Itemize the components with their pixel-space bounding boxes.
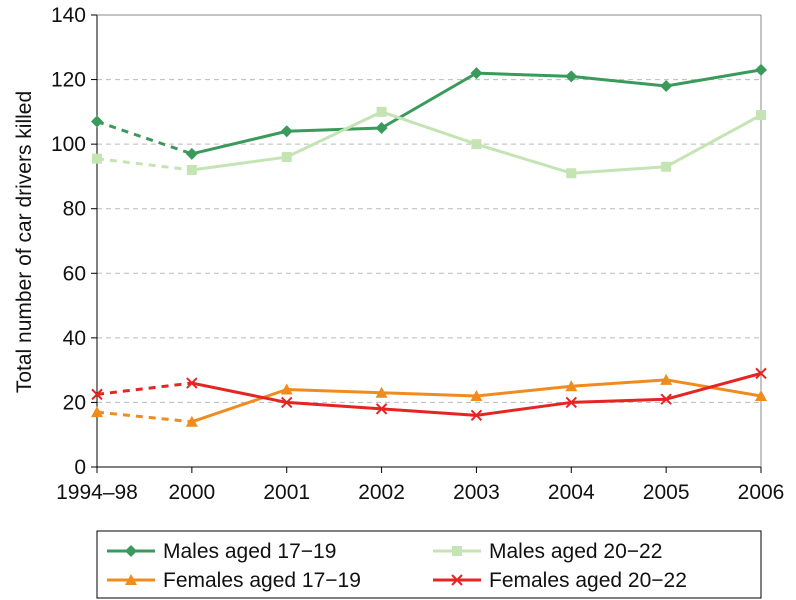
y-tick-label: 40 (63, 327, 86, 350)
y-tick-label: 60 (63, 262, 86, 285)
data-point (755, 63, 767, 76)
data-point (186, 164, 197, 175)
series-4 (91, 367, 767, 422)
legend-marker (451, 574, 463, 586)
data-point (660, 393, 672, 405)
legend-item-4: Females aged 20−22 (433, 569, 687, 592)
x-marker-stroke (91, 388, 103, 401)
data-point (281, 396, 293, 409)
axes (96, 14, 762, 468)
data-point (470, 67, 483, 80)
data-point (565, 70, 578, 83)
data-point (375, 122, 388, 134)
data-point (281, 152, 292, 163)
x-tick-label: 1994–98 (56, 481, 138, 504)
data-point (375, 386, 388, 398)
legend-label: Males aged 17−19 (163, 540, 336, 563)
data-point (660, 80, 673, 93)
data-point (92, 153, 102, 164)
x-tick-label: 2000 (168, 481, 215, 504)
data-point (91, 388, 103, 401)
data-point (186, 377, 198, 389)
series-line-dashed (96, 120, 193, 156)
data-point (565, 396, 577, 409)
data-point (661, 161, 672, 172)
x-marker-stroke (375, 403, 388, 415)
legend-marker (452, 546, 462, 556)
x-marker-stroke (186, 377, 198, 389)
x-marker-stroke (660, 393, 672, 405)
y-tick-label: 0 (74, 456, 86, 479)
gridlines (97, 14, 761, 403)
legend-item-1: Males aged 17−19 (107, 540, 336, 563)
x-marker-stroke (755, 367, 767, 380)
legend-marker (125, 574, 137, 585)
series-group (91, 63, 767, 427)
x-tick-label: 2001 (263, 481, 310, 504)
data-point (756, 110, 766, 121)
legend-marker (125, 545, 137, 557)
data-point (660, 373, 673, 385)
y-tick-label: 20 (63, 391, 86, 414)
x-tick-label: 2002 (358, 481, 405, 504)
x-tick-label: 2003 (453, 481, 500, 504)
legend-item-2: Males aged 20−22 (433, 540, 662, 563)
y-tick-label: 80 (63, 198, 86, 221)
data-point (280, 125, 293, 138)
data-point (565, 380, 578, 392)
data-point (91, 115, 103, 128)
data-point (470, 409, 483, 422)
x-tick-label: 2005 (643, 481, 690, 504)
series-3 (91, 373, 767, 427)
data-point (566, 168, 577, 179)
data-point (376, 106, 387, 117)
data-point (91, 406, 103, 418)
x-tick-label: 2004 (548, 481, 595, 504)
data-point (470, 389, 483, 401)
series-line-dashed (96, 410, 193, 424)
data-point (375, 403, 388, 415)
data-point (185, 415, 198, 427)
legend-label: Males aged 20−22 (489, 540, 662, 563)
data-point (755, 367, 767, 380)
x-marker-stroke (451, 574, 463, 586)
legend-item-3: Females aged 17−19 (107, 569, 361, 592)
y-axis-ticks: 0 20 40 60 80 100 120 140 (51, 4, 97, 479)
x-tick-label: 2006 (738, 481, 785, 504)
data-point (185, 147, 198, 160)
legend-label: Females aged 17−19 (163, 569, 361, 592)
series-2 (92, 106, 766, 179)
y-tick-label: 100 (51, 133, 86, 156)
data-point (280, 383, 293, 395)
legend-label: Females aged 20−22 (489, 569, 687, 592)
y-tick-label: 140 (51, 4, 86, 27)
x-marker-stroke (281, 396, 293, 409)
legend: Males aged 17−19 Males aged 20−22 Females … (96, 530, 762, 599)
x-marker-stroke (565, 396, 577, 409)
x-axis-ticks: 1994–98 2000 2001 2002 2003 2004 2005 2006 (56, 467, 784, 504)
y-tick-label: 120 (51, 69, 86, 92)
y-axis-title: Total number of car drivers killed (13, 91, 36, 393)
series-line-dashed (96, 381, 193, 396)
legend-box (96, 530, 762, 599)
data-point (471, 139, 482, 150)
series-1 (91, 63, 767, 160)
x-marker-stroke (470, 409, 483, 422)
series-line-dashed (96, 157, 193, 172)
data-point (755, 389, 767, 401)
